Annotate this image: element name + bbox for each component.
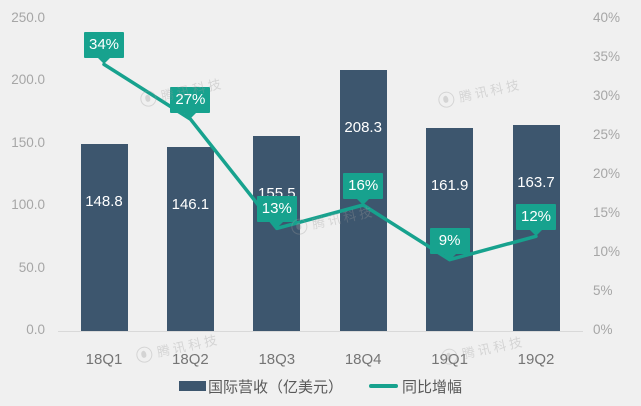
category-label-19Q2: 19Q2 <box>517 351 555 368</box>
left-axis-tick: 250.0 <box>11 9 45 25</box>
category-label-18Q1: 18Q1 <box>85 351 123 368</box>
growth-label-18Q1: 34% <box>84 32 124 65</box>
legend: 国际营收（亿美元） 同比增幅 <box>0 374 641 398</box>
category-label-18Q4: 18Q4 <box>344 351 382 368</box>
right-axis-tick: 15% <box>593 204 621 220</box>
growth-label-19Q1: 9% <box>429 227 470 260</box>
x-axis-line <box>58 331 583 332</box>
growth-label-18Q2: 27% <box>170 87 211 120</box>
left-axis-tick: 0.0 <box>26 322 45 337</box>
growth-label-19Q2: 12% <box>516 204 556 237</box>
left-axis-tick: 100.0 <box>11 197 45 212</box>
legend-item-growth: 同比增幅 <box>369 376 462 397</box>
right-axis-tick: 30% <box>593 87 621 103</box>
left-axis-tick: 50.0 <box>18 259 45 275</box>
category-label-18Q3: 18Q3 <box>258 351 296 368</box>
legend-growth-label: 同比增幅 <box>402 378 463 396</box>
right-axis-tick: 10% <box>593 243 621 259</box>
right-axis-tick: 20% <box>593 165 621 181</box>
right-axis-tick: 40% <box>593 9 621 25</box>
right-axis-tick: 25% <box>593 126 621 142</box>
bar-swatch-icon <box>178 381 206 391</box>
right-axis-tick: 0% <box>593 322 613 337</box>
left-axis-tick: 150.0 <box>11 134 45 150</box>
right-axis-tick: 5% <box>593 282 613 298</box>
left-axis-tick: 200.0 <box>11 72 45 87</box>
growth-label-18Q4: 16% <box>343 173 384 205</box>
legend-revenue-label: 国际营收（亿美元） <box>207 378 343 396</box>
growth-label-18Q3: 13% <box>256 196 297 229</box>
line-swatch-icon <box>369 384 398 388</box>
legend-item-revenue: 国际营收（亿美元） <box>178 376 343 397</box>
category-label-19Q1: 19Q1 <box>431 351 468 368</box>
category-label-18Q2: 18Q2 <box>172 351 209 368</box>
right-axis-tick: 35% <box>593 48 621 64</box>
